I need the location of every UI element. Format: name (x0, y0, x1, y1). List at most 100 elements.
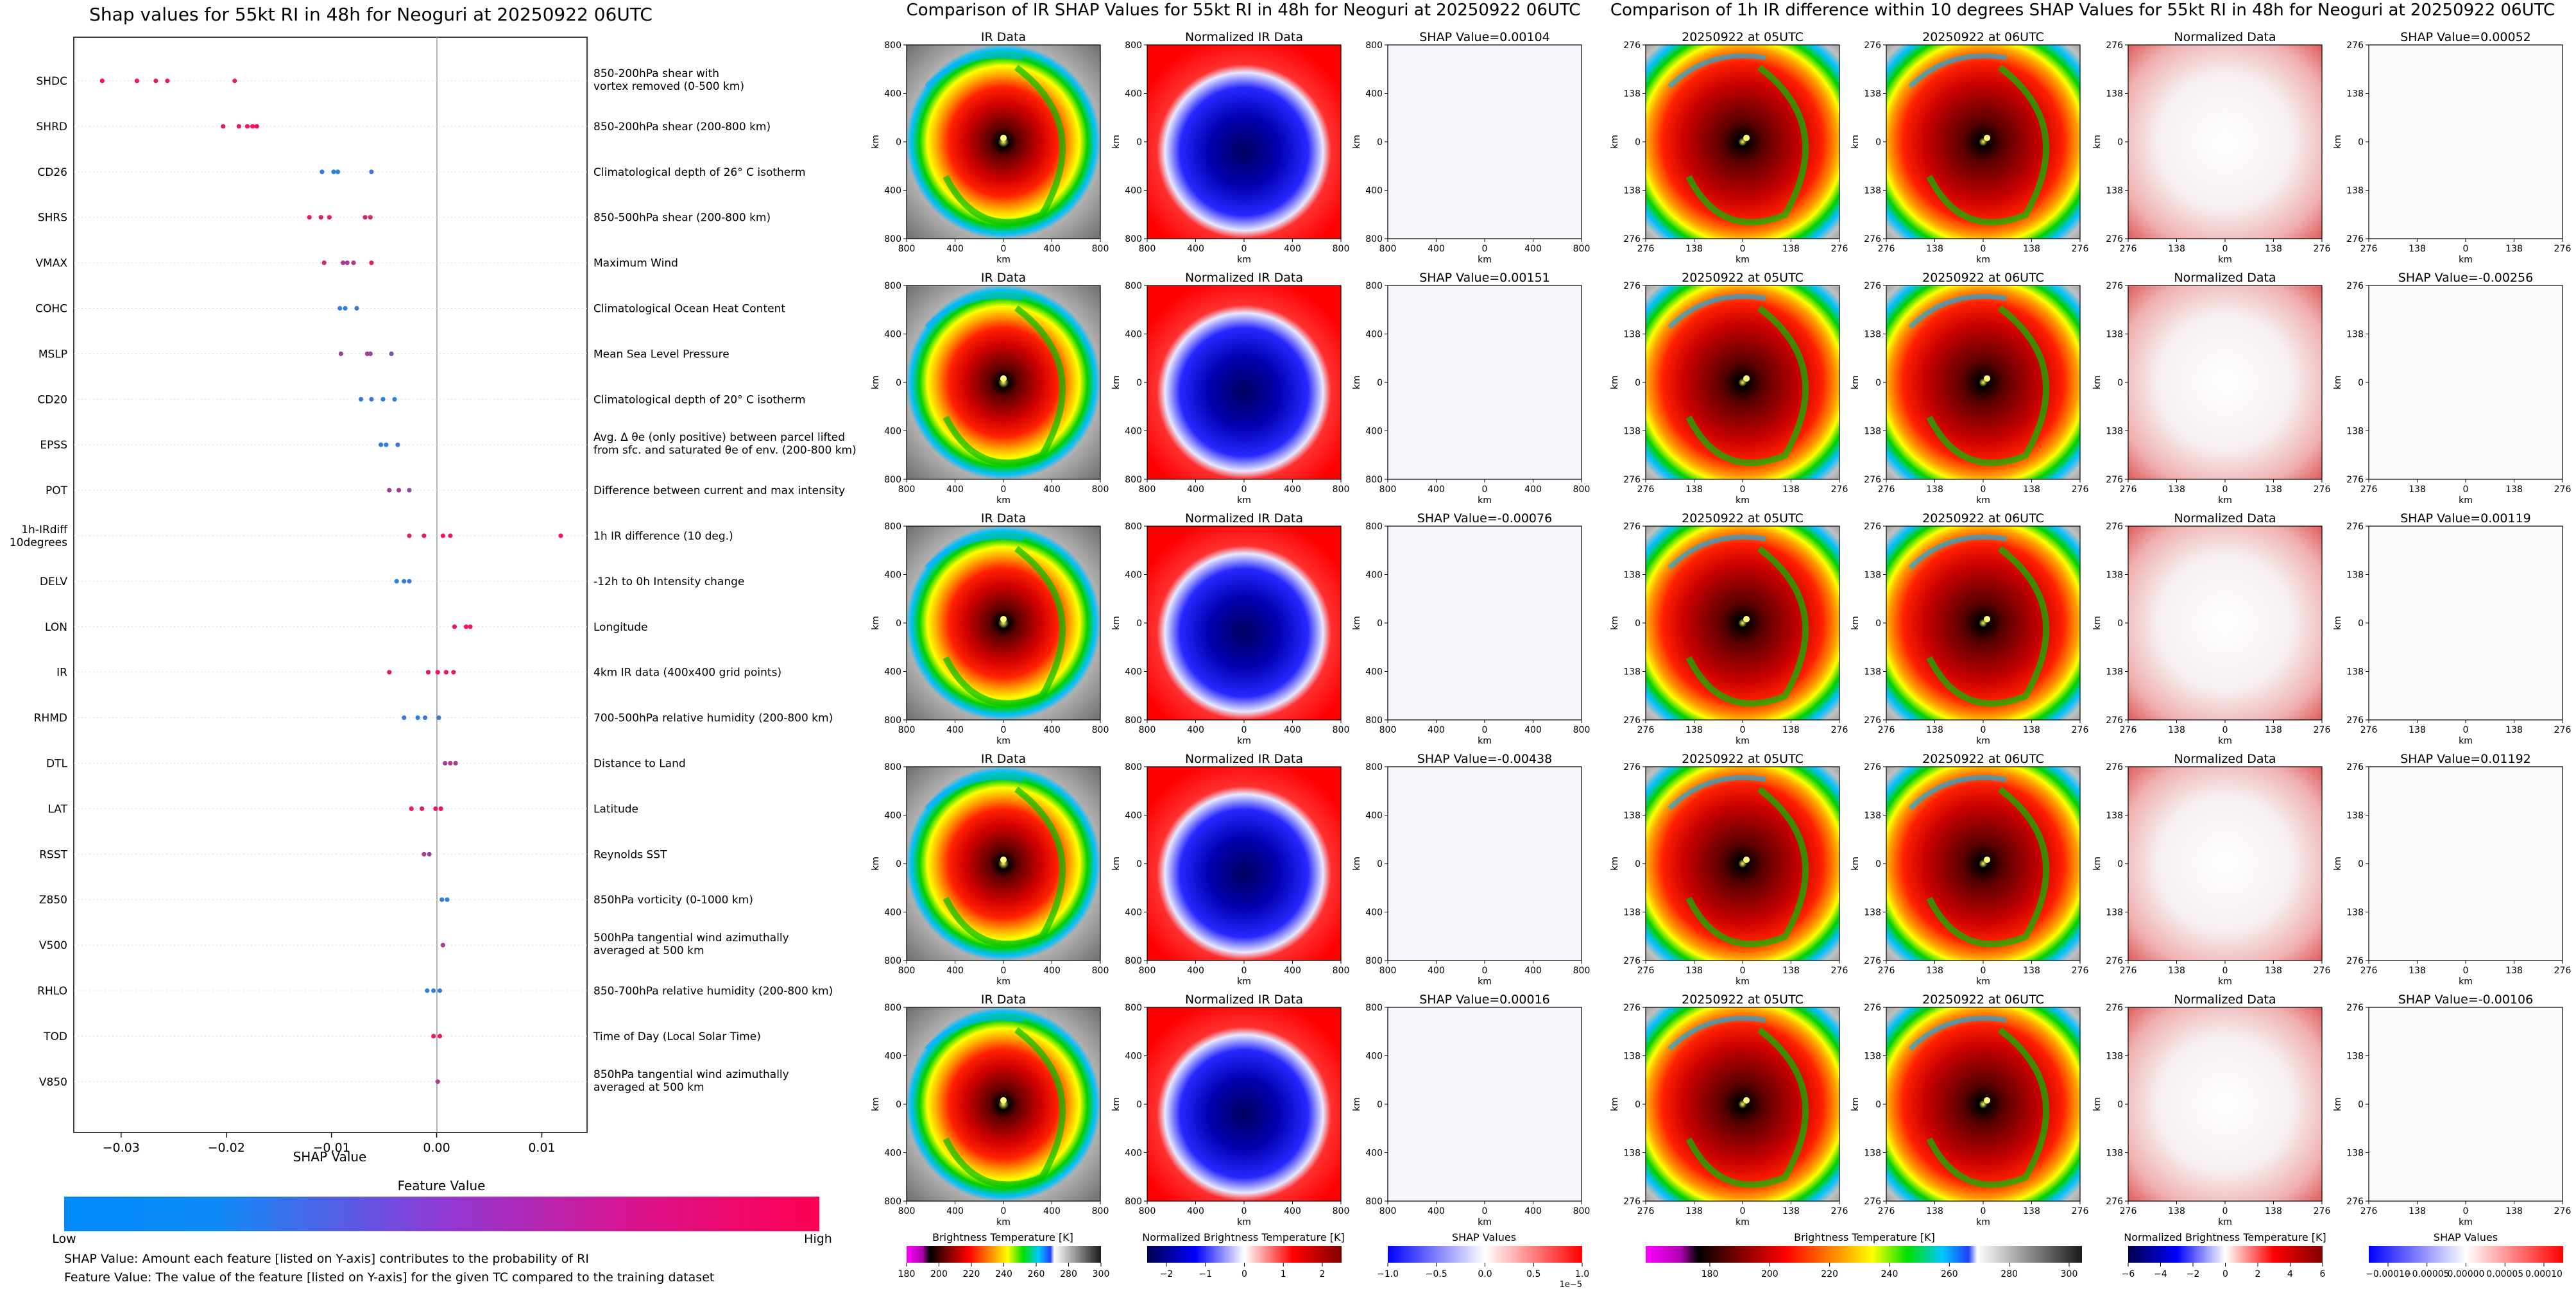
colorbar-tick-label: 0.00005 (2486, 1269, 2523, 1279)
x-tick-label: 0 (1740, 484, 1746, 495)
panel-title: IR Data (981, 511, 1026, 525)
x-tick-label: 800 (898, 1206, 916, 1216)
x-tick-label: 400 (1524, 1206, 1542, 1216)
y-axis-label: km (1850, 375, 1861, 389)
ir-data-panel-4 (906, 766, 1101, 961)
y-tick-label: 400 (1365, 570, 1383, 581)
rainband (1908, 1015, 2007, 1051)
feature-label: V850 (39, 1076, 67, 1089)
image-field (1886, 286, 2080, 479)
feature-row-rhmd: RHMD 700-500hPa relative humidity (200-80… (34, 712, 833, 725)
x-tick-label: 138 (1685, 725, 1703, 735)
diff-05utc-panel-1 (1645, 44, 1840, 239)
x-tick-label: 800 (1092, 1206, 1109, 1216)
rainband (1668, 1015, 1766, 1051)
feature-row-rsst: RSST Reynolds SST (39, 848, 667, 861)
x-tick-label: 800 (1379, 966, 1397, 976)
ir-tb-colorbar-label: Brightness Temperature [K] (932, 1231, 1073, 1243)
x-tick-label: 276 (2360, 244, 2378, 254)
y-tick-label: 800 (1125, 762, 1142, 773)
normalized-ir-panel-2 (1147, 285, 1342, 480)
x-tick-label: 400 (946, 484, 964, 495)
shap-point (402, 715, 407, 721)
x-tick-label: 138 (2505, 484, 2523, 495)
rainband (1908, 534, 2007, 570)
x-tick-label: 138 (2168, 725, 2185, 735)
image-field (907, 286, 1100, 479)
y-axis-label: km (871, 1097, 881, 1111)
image-field (1388, 767, 1582, 960)
x-tick-label: 0 (1001, 244, 1007, 254)
x-tick-label: 276 (2072, 725, 2089, 735)
x-tick-label: 400 (946, 725, 964, 735)
shap-point (368, 351, 373, 357)
x-tick-label: 0 (1740, 1206, 1746, 1216)
shap-point (451, 670, 456, 675)
diff-normalized-panel-3 (2128, 525, 2323, 721)
x-axis-label: km (1478, 736, 1492, 746)
panel-title: SHAP Value=0.00052 (2400, 30, 2531, 44)
shap-point (369, 397, 374, 402)
shap-point (351, 260, 356, 266)
x-tick-label: 138 (2265, 484, 2282, 495)
shap-point (439, 897, 445, 902)
x-tick-label: 138 (2409, 1206, 2426, 1216)
x-axis-label: km (2218, 495, 2232, 506)
x-tick-label: 800 (1333, 966, 1350, 976)
x-tick-label: 276 (1878, 1206, 1895, 1216)
x-tick-label: 138 (2505, 725, 2523, 735)
image-field (1886, 767, 2080, 960)
rainband (1685, 1027, 1809, 1188)
x-tick-label: 276 (1831, 1206, 1848, 1216)
x-tick-label: 276 (2072, 484, 2089, 495)
y-tick-label: 138 (1864, 1148, 1881, 1159)
y-tick-label: 800 (884, 956, 901, 966)
x-tick-label: 400 (1187, 966, 1204, 976)
y-tick-label: 400 (1125, 811, 1142, 821)
y-tick-label: 138 (1623, 186, 1641, 196)
normalized-ir-panel-4 (1147, 766, 1342, 961)
storm-eye (1000, 615, 1007, 622)
shap-point (165, 78, 170, 83)
storm-eye (1000, 375, 1007, 382)
x-tick-label: 276 (2314, 725, 2331, 735)
y-tick-label: 276 (1623, 715, 1641, 726)
y-tick-label: 800 (1365, 715, 1383, 726)
y-tick-label: 276 (1864, 1003, 1881, 1013)
colorbar-tick-label: 180 (898, 1269, 916, 1279)
y-axis-label: km (2092, 857, 2103, 871)
x-tick-label: 0 (2463, 244, 2469, 254)
y-axis-label: km (1610, 375, 1620, 389)
x-tick-label: 0 (1001, 484, 1007, 495)
x-axis-label: km (1478, 977, 1492, 987)
feature-row-lon: LON Longitude (45, 621, 648, 634)
y-tick-label: 276 (1864, 522, 1881, 532)
y-tick-label: 800 (1125, 715, 1142, 726)
y-tick-label: 400 (1125, 186, 1142, 196)
rainband (943, 1027, 1066, 1188)
x-tick-label: 276 (1831, 484, 1848, 495)
x-tick-label: 138 (1782, 966, 1800, 976)
y-axis-label: km (1610, 616, 1620, 630)
y-tick-label: 276 (1623, 1197, 1641, 1207)
x-axis-label: km (1736, 977, 1750, 987)
x-tick-label: 138 (2409, 966, 2426, 976)
diff-shap-panel-1 (2368, 44, 2563, 239)
y-axis-label: km (1352, 375, 1362, 389)
y-tick-label: 138 (1864, 667, 1881, 678)
x-tick-label: 400 (1043, 725, 1061, 735)
shap-point (437, 1034, 443, 1039)
x-tick-label: 0 (1740, 725, 1746, 735)
x-tick-label: 0 (2222, 484, 2228, 495)
y-tick-label: 138 (1623, 1052, 1641, 1062)
storm-eye (1984, 134, 1991, 141)
x-tick-label: 400 (1043, 244, 1061, 254)
y-tick-label: 800 (1365, 475, 1383, 485)
